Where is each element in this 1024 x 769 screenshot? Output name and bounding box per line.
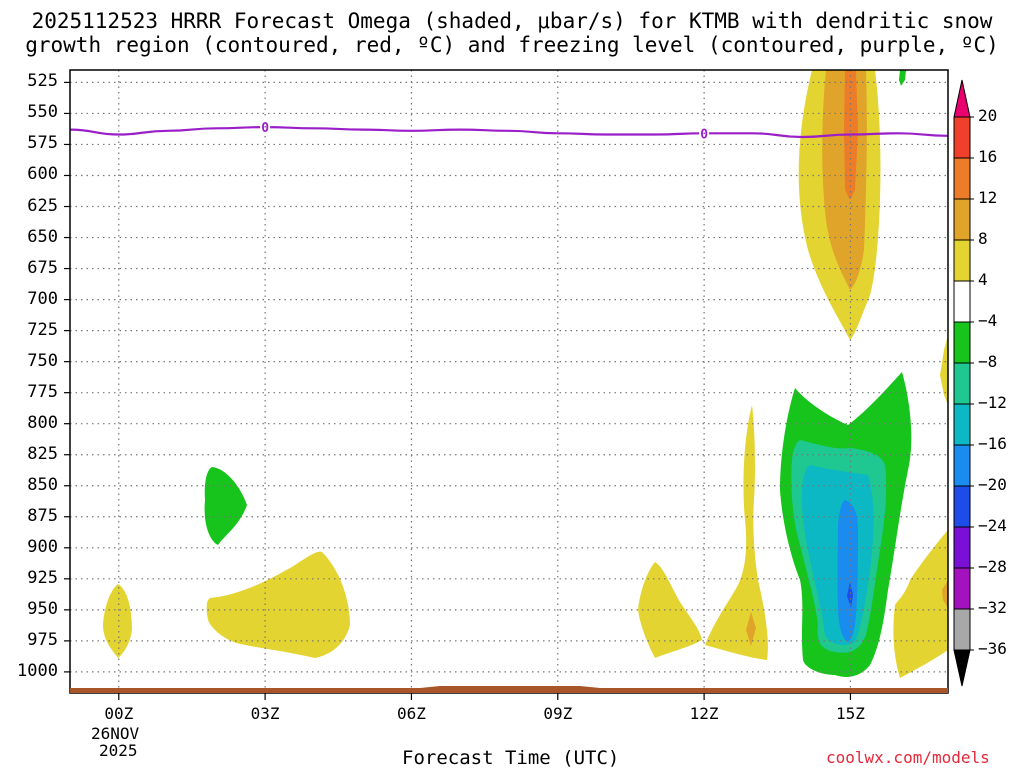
- chart-grid: [70, 70, 948, 693]
- x-axis-title: Forecast Time (UTC): [402, 747, 620, 769]
- omega-region-pos8-13z: [746, 612, 756, 646]
- chart-title-line2: growth region (contoured, red, ºC) and f…: [25, 33, 999, 57]
- y-tick-label: 750: [27, 350, 58, 371]
- y-tick-label: 1000: [17, 660, 58, 681]
- colorbar-tick-label: −24: [978, 516, 1007, 535]
- x-tick-label: 06Z: [396, 704, 426, 723]
- omega-shading: [103, 70, 948, 678]
- watermark-link[interactable]: coolwx.com/models: [826, 748, 990, 767]
- terrain-bar: [70, 686, 948, 693]
- colorbar-tick-label: 16: [978, 147, 998, 166]
- colorbar-top-arrow: [953, 79, 971, 118]
- colorbar-segment: [953, 403, 971, 446]
- y-tick-label: 825: [27, 443, 58, 464]
- omega-region-pos4-13z: [705, 405, 768, 660]
- omega-region-pos8-16z: [942, 580, 948, 608]
- x-ticks: [118, 693, 852, 700]
- colorbar-tick-label: −28: [978, 557, 1007, 576]
- terrain-ground: [70, 688, 948, 693]
- colorbar-segment: [953, 608, 971, 651]
- omega-region-neg20-15z: [847, 582, 853, 608]
- x-tick-label: 00Z: [104, 704, 134, 723]
- colorbar-tick-label: −32: [978, 598, 1007, 617]
- freezing-label-bg: [260, 119, 271, 135]
- y-tick-label: 575: [27, 133, 58, 154]
- colorbar-segment: [953, 567, 971, 610]
- start-date-year: 2025: [99, 741, 138, 760]
- terrain-bump: [420, 686, 600, 688]
- colorbar-tick-label: −36: [978, 639, 1007, 658]
- colorbar-segment: [953, 444, 971, 487]
- y-tick-label: 725: [27, 319, 58, 340]
- y-tick-label: 900: [27, 536, 58, 557]
- chart-title-line1: 2025112523 HRRR Forecast Omega (shaded, …: [31, 9, 993, 33]
- freezing-label-bg: [699, 125, 710, 141]
- colorbar-tick-label: 12: [978, 188, 998, 207]
- colorbar-segment: [953, 485, 971, 528]
- omega-region-pos4-00z: [103, 584, 132, 658]
- freezing-level-label: 0: [261, 121, 269, 136]
- x-tick-label: 12Z: [689, 704, 719, 723]
- omega-region-pos4-right-edge: [940, 335, 948, 405]
- freezing-level-line: [69, 125, 949, 139]
- colorbar-tick-label: 8: [978, 229, 988, 248]
- colorbar-segment: [953, 157, 971, 200]
- colorbar-tick-label: 20: [978, 106, 998, 125]
- colorbar-segment: [953, 198, 971, 241]
- x-tick-label: 09Z: [543, 704, 573, 723]
- colorbar-tick-label: −16: [978, 434, 1007, 453]
- y-tick-label: 650: [27, 226, 58, 247]
- colorbar-tick-label: −8: [978, 352, 998, 371]
- x-tick-label: 03Z: [250, 704, 280, 723]
- omega-region-neg4-top: [899, 70, 906, 86]
- colorbar-segment: [953, 239, 971, 282]
- y-tick-label: 525: [27, 71, 58, 92]
- y-tick-label: 975: [27, 629, 58, 650]
- omega-region-pos4-03z: [206, 551, 350, 658]
- omega-region-neg16-15z: [837, 500, 858, 642]
- x-tick-label: 15Z: [835, 704, 865, 723]
- y-tick-label: 950: [27, 598, 58, 619]
- y-tick-label: 850: [27, 474, 58, 495]
- colorbar-tick-label: −4: [978, 311, 998, 330]
- y-ticks: [64, 81, 70, 673]
- colorbar-segment: [953, 116, 971, 159]
- colorbar-segment: [953, 280, 971, 323]
- omega-region-neg4-green-00z: [204, 467, 247, 545]
- y-tick-label: 800: [27, 412, 58, 433]
- start-date-day: 26NOV: [91, 724, 140, 743]
- colorbar-segment: [953, 362, 971, 405]
- freezing-level-label: 0: [700, 127, 708, 142]
- y-tick-label: 625: [27, 195, 58, 216]
- colorbar: [953, 79, 974, 687]
- y-tick-label: 675: [27, 257, 58, 278]
- y-tick-label: 700: [27, 288, 58, 309]
- y-tick-label: 775: [27, 381, 58, 402]
- colorbar-tick-label: 4: [978, 270, 988, 289]
- omega-region-pos4-16z: [893, 530, 948, 678]
- y-tick-label: 875: [27, 505, 58, 526]
- colorbar-segment: [953, 321, 971, 364]
- colorbar-tick-label: −20: [978, 475, 1007, 494]
- colorbar-segment: [953, 526, 971, 569]
- y-tick-label: 600: [27, 164, 58, 185]
- colorbar-tick-label: −12: [978, 393, 1007, 412]
- y-tick-label: 550: [27, 102, 58, 123]
- colorbar-bottom-arrow: [953, 649, 971, 687]
- y-tick-label: 925: [27, 567, 58, 588]
